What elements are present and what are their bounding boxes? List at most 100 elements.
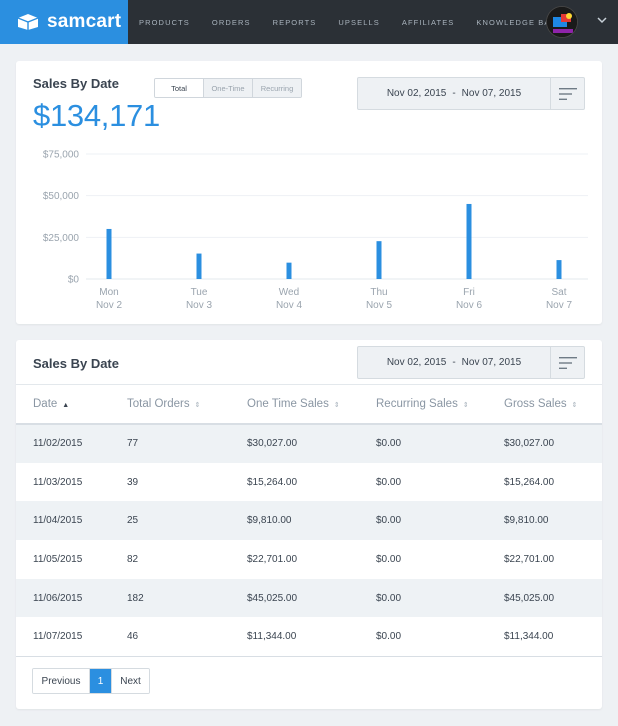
x-tick-date-label: Nov 7 bbox=[546, 300, 573, 311]
date-range-text[interactable]: Nov 02, 2015 - Nov 07, 2015 bbox=[358, 347, 550, 378]
nav-item-reports[interactable]: Reports bbox=[272, 17, 317, 27]
tab-recurring[interactable]: Recurring bbox=[252, 79, 301, 97]
cell-date: 11/04/2015 bbox=[16, 501, 110, 541]
cell-total-orders: 46 bbox=[110, 617, 230, 657]
column-header-date[interactable]: Date ▲ bbox=[16, 384, 110, 425]
table-row: 11/04/2015 25 $9,810.00 $0.00 $9,810.00 bbox=[16, 501, 602, 541]
cell-total-orders: 82 bbox=[127, 553, 139, 565]
cell-one-time-sales: $45,025.00 bbox=[230, 578, 359, 618]
x-tick-day-label: Tue bbox=[191, 287, 208, 298]
chart-bar bbox=[556, 260, 562, 279]
cell-gross-sales: $45,025.00 bbox=[487, 578, 602, 618]
cell-date: 11/03/2015 bbox=[33, 476, 83, 488]
x-tick-day-label: Wed bbox=[279, 287, 299, 298]
table-card-title: Sales By Date bbox=[33, 356, 119, 371]
table-date-range-picker[interactable]: Nov 02, 2015 - Nov 07, 2015 bbox=[357, 346, 585, 379]
chart-filter-button[interactable] bbox=[550, 78, 584, 109]
chart-bar bbox=[466, 203, 472, 279]
cell-one-time-sales: $30,027.00 bbox=[230, 424, 359, 463]
nav-item-affiliates[interactable]: Affiliates bbox=[401, 17, 455, 27]
column-header-one-time-sales[interactable]: One Time Sales ⇕ bbox=[230, 384, 359, 425]
page-number-button[interactable]: 1 bbox=[89, 669, 111, 693]
chart-bar bbox=[106, 228, 112, 279]
chart-bar bbox=[286, 262, 292, 279]
sort-icon: ⇕ bbox=[571, 401, 578, 409]
pagination: Previous 1 Next bbox=[32, 668, 150, 694]
date-separator: - bbox=[452, 88, 456, 99]
cell-gross-sales: $11,344.00 bbox=[487, 617, 602, 657]
cell-one-time-sales: $15,264.00 bbox=[247, 476, 298, 488]
cell-recurring-sales: $0.00 bbox=[359, 578, 487, 618]
tab-total[interactable]: Total bbox=[155, 79, 203, 97]
x-tick-day-label: Sat bbox=[551, 287, 566, 298]
cart-icon bbox=[17, 14, 39, 30]
y-tick-label: $50,000 bbox=[43, 191, 80, 202]
cell-recurring-sales: $0.00 bbox=[359, 617, 487, 657]
chart-bar bbox=[196, 253, 202, 279]
cell-gross-sales: $9,810.00 bbox=[487, 501, 602, 541]
cell-gross-sales: $22,701.00 bbox=[504, 553, 555, 565]
table-row: 11/02/2015 77 $30,027.00 $0.00 $30,027.0… bbox=[16, 424, 602, 463]
cell-gross-sales: $15,264.00 bbox=[504, 476, 555, 488]
x-tick-date-label: Nov 6 bbox=[456, 300, 483, 311]
nav-item-products[interactable]: Products bbox=[139, 17, 190, 27]
cell-total-orders: 25 bbox=[110, 501, 230, 541]
cell-date: 11/02/2015 bbox=[16, 424, 110, 463]
next-page-button[interactable]: Next bbox=[111, 669, 149, 693]
y-tick-label: $0 bbox=[68, 275, 80, 286]
sales-bar-chart: $0 $25,000 $50,000 $75,000 Mon Nov 2 Tue Nov 3 W… bbox=[43, 150, 588, 311]
column-header-recurring-sales[interactable]: Recurring Sales ⇕ bbox=[359, 384, 487, 425]
cell-total-orders: 77 bbox=[110, 424, 230, 463]
date-start: Nov 02, 2015 bbox=[386, 357, 447, 368]
top-navigation-bar: samcart Products Orders Reports Upsells … bbox=[0, 0, 618, 44]
cell-one-time-sales: $22,701.00 bbox=[247, 553, 298, 565]
sales-total-value: $134,171 bbox=[33, 98, 160, 133]
cell-date: 11/06/2015 bbox=[16, 578, 110, 618]
user-avatar[interactable] bbox=[546, 6, 578, 38]
date-start: Nov 02, 2015 bbox=[386, 88, 447, 99]
date-separator: - bbox=[452, 357, 456, 368]
main-nav: Products Orders Reports Upsells Affiliat… bbox=[128, 0, 574, 44]
nav-item-orders[interactable]: Orders bbox=[211, 17, 251, 27]
filter-lines-icon bbox=[558, 87, 577, 100]
cell-recurring-sales: $0.00 bbox=[376, 476, 402, 488]
sort-icon: ⇕ bbox=[333, 401, 340, 409]
sales-table-card: Sales By Date Nov 02, 2015 - Nov 07, 201… bbox=[16, 340, 602, 709]
chevron-down-icon[interactable] bbox=[596, 14, 608, 26]
cell-date: 11/07/2015 bbox=[16, 617, 110, 657]
x-tick-date-label: Nov 5 bbox=[366, 300, 393, 311]
sales-chart-card: $0 $25,000 $50,000 $75,000 Mon Nov 2 Tue Nov 3 W… bbox=[16, 61, 602, 324]
cell-recurring-sales: $0.00 bbox=[376, 553, 402, 565]
x-tick-day-label: Thu bbox=[370, 287, 387, 298]
cell-recurring-sales: $0.00 bbox=[359, 424, 487, 463]
x-tick-date-label: Nov 4 bbox=[276, 300, 303, 311]
table-header-row: Date ▲ Total Orders ⇕ One Time Sales ⇕ Recu… bbox=[16, 384, 602, 425]
tab-one-time[interactable]: One-Time bbox=[203, 79, 252, 97]
date-range-text[interactable]: Nov 02, 2015 - Nov 07, 2015 bbox=[358, 78, 550, 109]
sort-icon: ⇕ bbox=[194, 401, 201, 409]
sales-table: Date ▲ Total Orders ⇕ One Time Sales ⇕ Recu… bbox=[16, 384, 602, 657]
table-row: 11/06/2015 182 $45,025.00 $0.00 $45,025.… bbox=[16, 578, 602, 618]
cell-recurring-sales: $0.00 bbox=[359, 501, 487, 541]
avatar-image bbox=[547, 7, 577, 37]
chart-date-range-picker[interactable]: Nov 02, 2015 - Nov 07, 2015 bbox=[357, 77, 585, 110]
x-tick-date-label: Nov 3 bbox=[186, 300, 213, 311]
brand-name: samcart bbox=[47, 11, 122, 32]
column-header-total-orders[interactable]: Total Orders ⇕ bbox=[110, 384, 230, 425]
sort-asc-icon: ▲ bbox=[62, 401, 70, 409]
column-header-gross-sales[interactable]: Gross Sales ⇕ bbox=[487, 384, 602, 425]
date-end: Nov 07, 2015 bbox=[461, 357, 522, 368]
x-tick-date-label: Nov 2 bbox=[96, 300, 123, 311]
chart-card-title: Sales By Date bbox=[33, 76, 119, 91]
brand-logo[interactable]: samcart bbox=[0, 0, 128, 44]
date-end: Nov 07, 2015 bbox=[461, 88, 522, 99]
filter-lines-icon bbox=[558, 356, 577, 369]
nav-item-upsells[interactable]: Upsells bbox=[338, 17, 380, 27]
table-filter-button[interactable] bbox=[550, 347, 584, 378]
table-row: 11/03/2015 39 $15,264.00 $0.00 $15,264.0… bbox=[16, 463, 602, 502]
nav-item-knowledge-base[interactable]: Knowledge Base bbox=[476, 17, 563, 27]
table-row: 11/05/2015 82 $22,701.00 $0.00 $22,701.0… bbox=[16, 540, 602, 579]
y-tick-label: $75,000 bbox=[43, 150, 80, 161]
previous-page-button[interactable]: Previous bbox=[33, 669, 89, 693]
y-tick-label: $25,000 bbox=[43, 233, 80, 244]
